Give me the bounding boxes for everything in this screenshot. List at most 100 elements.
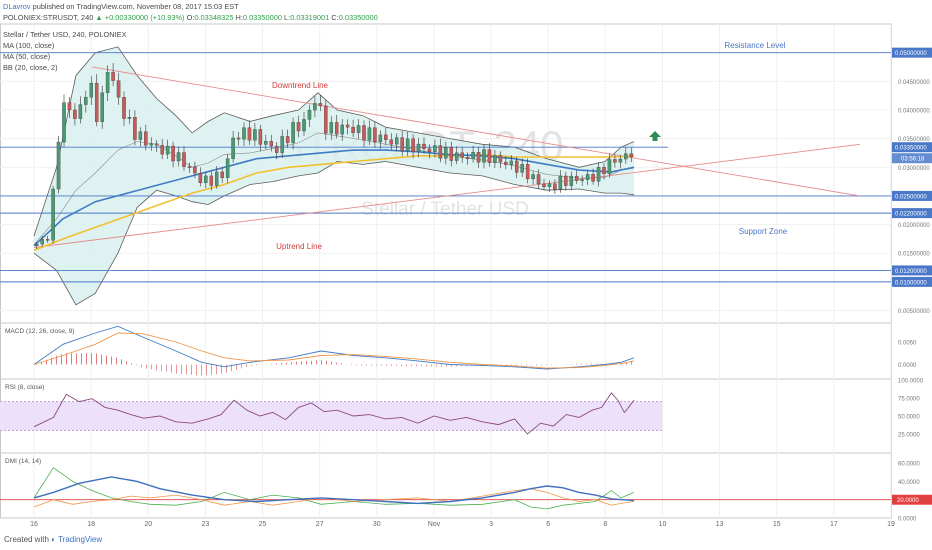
candle-body	[602, 167, 606, 174]
bb-upper-line	[33, 46, 635, 237]
tradingview-brand[interactable]: TradingView	[58, 535, 103, 544]
x-tick-label: 27	[316, 521, 324, 528]
candle-body	[144, 131, 148, 146]
y-tick-label: 0.01500000	[898, 252, 930, 258]
candle-body	[514, 160, 519, 173]
candle-body	[449, 146, 454, 161]
dmi-y-tick: 0.0000	[898, 517, 917, 523]
candle-body	[629, 153, 634, 158]
candle-body	[596, 167, 601, 182]
candle-body	[133, 117, 137, 140]
candle-body	[209, 175, 214, 186]
candle-body	[274, 145, 279, 153]
candle-body	[618, 158, 623, 163]
candle-body	[498, 155, 503, 163]
high-value: 0.03350000	[242, 13, 282, 22]
candle-body	[427, 148, 432, 152]
annotation-downtrend: Downtrend Line	[272, 81, 329, 90]
candle-body	[405, 138, 410, 152]
candle-body	[73, 109, 77, 119]
candle-body	[367, 127, 372, 141]
candle-body	[302, 119, 306, 132]
candle-body	[236, 137, 241, 140]
candle-body	[111, 72, 115, 81]
symbol-text: POLONIEX:STRUSDT, 240	[3, 13, 94, 22]
legend-item-symbol[interactable]: Stellar / Tether USD, 240, POLONIEX	[3, 30, 127, 39]
candle-body	[138, 131, 143, 140]
legend-item-ma100[interactable]: MA (100, close)	[3, 41, 55, 50]
change-text: ▲ +0.00330000 (+10.93%)	[95, 13, 185, 22]
y-tick-label: 0.03500000	[898, 137, 930, 143]
candle-body	[280, 136, 284, 153]
level-price-label: 0.01200000	[895, 269, 927, 275]
tradingview-logo-icon: ◐	[51, 535, 56, 544]
candle-body	[225, 158, 230, 178]
low-label: L:	[284, 13, 291, 22]
candle-body	[504, 161, 508, 165]
candle-body	[67, 102, 72, 111]
level-price-tag	[892, 142, 932, 153]
candle-body	[471, 152, 475, 160]
candle-body	[373, 127, 377, 143]
candle-body	[62, 102, 66, 143]
x-tick-label: 10	[659, 521, 667, 528]
created-with-text: Created with	[4, 535, 49, 544]
plus-di-line	[33, 467, 635, 510]
candle-body	[378, 134, 383, 143]
candle-body	[531, 174, 535, 180]
candle-body	[100, 92, 104, 122]
close-label: C:	[331, 13, 339, 22]
x-tick-label: 17	[830, 521, 838, 528]
publish-line: DLavrov published on TradingView.com, No…	[3, 2, 239, 11]
x-tick-label: 8	[603, 521, 607, 528]
legend-item-ma50[interactable]: MA (50, close)	[3, 52, 51, 61]
candle-body	[45, 239, 50, 241]
candle-body	[411, 138, 415, 152]
candle-body	[160, 145, 164, 155]
level-price-label: 0.02500000	[895, 194, 927, 200]
level-price-tag	[892, 276, 932, 287]
candle-body	[89, 82, 94, 98]
candle-body	[198, 172, 203, 183]
author-link[interactable]: DLavrov	[3, 2, 31, 11]
candle-body	[127, 117, 132, 119]
close-value: 0.03350000	[338, 13, 378, 22]
dmi-level-tag	[892, 494, 932, 505]
candle-body	[460, 152, 464, 158]
adx-line	[33, 476, 635, 505]
candle-body	[384, 134, 388, 140]
annotation-resistance: Resistance Level	[725, 41, 786, 50]
candle-body	[324, 105, 328, 134]
y-tick-label: 0.04000000	[898, 108, 930, 114]
rsi-y-tick: 50.0000	[898, 415, 920, 421]
candle-body	[624, 153, 628, 160]
high-label: H:	[235, 13, 243, 22]
low-value: 0.03319001	[290, 13, 330, 22]
x-tick-label: 6	[546, 521, 550, 528]
candle-body	[487, 149, 492, 163]
candle-body	[558, 175, 563, 190]
candle-body	[389, 139, 394, 145]
candle-body	[154, 143, 159, 146]
candle-body	[542, 183, 546, 187]
candle-body	[493, 155, 497, 163]
level-price-tag	[892, 265, 932, 276]
x-tick-label: 16	[30, 521, 38, 528]
candle-body	[56, 141, 61, 190]
dmi-level-label: 20.0000	[897, 498, 919, 504]
candle-body	[193, 166, 197, 174]
candle-body	[253, 129, 257, 141]
candle-body	[520, 164, 524, 173]
candle-body	[607, 159, 612, 174]
legend-item-bb[interactable]: BB (20, close, 2)	[3, 63, 58, 72]
candle-body	[204, 175, 208, 183]
level-price-label: 0.03350000	[895, 146, 927, 152]
macd-signal-line	[33, 332, 635, 369]
bb-fill	[34, 46, 634, 305]
annotation-support: Support Zone	[739, 227, 788, 236]
rsi-y-tick: 25.0000	[898, 433, 920, 439]
candle-body	[422, 143, 426, 149]
candle-body	[182, 152, 186, 167]
x-tick-label: 30	[373, 521, 381, 528]
